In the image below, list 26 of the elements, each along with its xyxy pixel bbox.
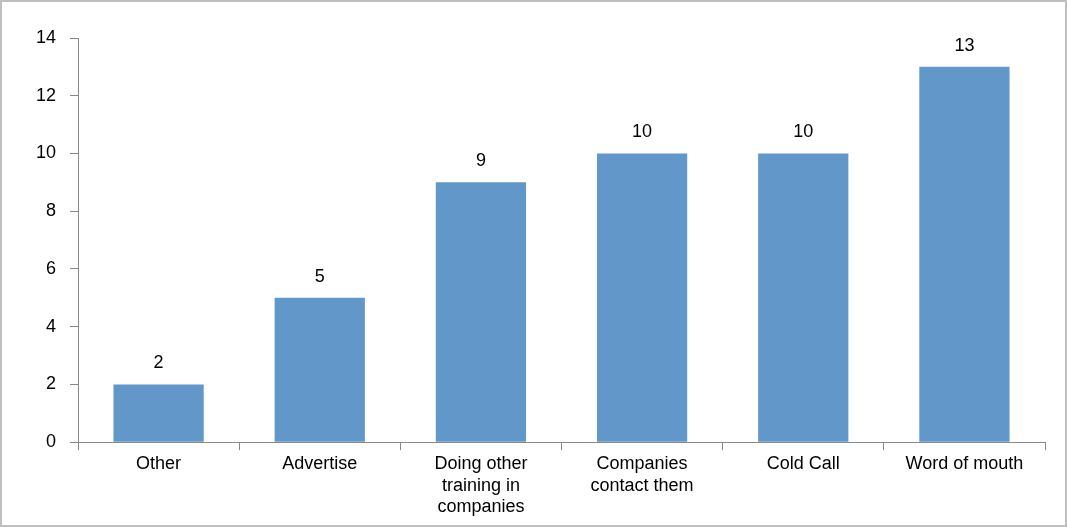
y-tick-label: 2 [46, 373, 57, 394]
x-tick-label: Word of mouth [905, 452, 1024, 473]
bar [113, 384, 204, 442]
y-tick-label: 12 [35, 84, 57, 105]
x-tick-label: Other [136, 452, 182, 473]
y-tick-label: 6 [46, 257, 57, 278]
bar [435, 182, 527, 442]
y-tick-label: 4 [46, 315, 57, 336]
bar [596, 153, 688, 442]
data-label: 5 [314, 265, 325, 286]
data-label: 13 [954, 34, 975, 55]
y-tick-label: 0 [46, 431, 57, 452]
data-label: 10 [632, 121, 653, 142]
data-label: 10 [793, 121, 814, 142]
y-tick-label: 10 [35, 142, 57, 163]
x-tick-label: Doing other training in companies [434, 452, 528, 517]
x-tick-label: Cold Call [766, 452, 840, 473]
y-tick-label: 14 [35, 26, 57, 47]
x-tick-label: Companies contact them [590, 452, 694, 495]
x-tick-label: Advertise [282, 452, 358, 473]
bar [274, 297, 365, 442]
data-label: 9 [475, 150, 486, 171]
bar [758, 153, 849, 442]
data-label: 2 [153, 352, 164, 373]
y-tick-label: 8 [46, 200, 57, 221]
bar [919, 66, 1010, 442]
